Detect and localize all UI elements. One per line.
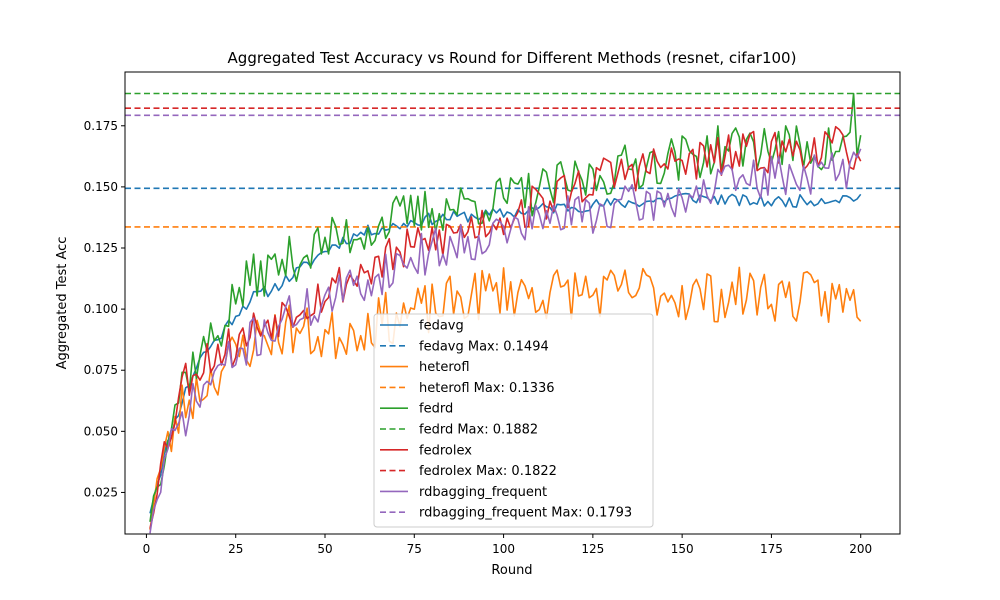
- legend-entry-label: fedrolex Max: 0.1822: [419, 464, 557, 479]
- x-tick-label: 125: [581, 542, 604, 556]
- series-line: [149, 266, 862, 530]
- legend-entry-label: fedrolex: [419, 443, 472, 458]
- y-axis-label: Aggregated Test Acc: [55, 237, 70, 370]
- series-line: [149, 192, 862, 514]
- y-tick-label: 0.050: [84, 424, 118, 438]
- plot-frame: [124, 71, 901, 535]
- x-tick-label: 175: [760, 542, 783, 556]
- legend-entry-label: fedavg: [419, 319, 464, 334]
- legend-entry-label: fedrd: [419, 402, 453, 417]
- x-tick-label: 50: [317, 542, 332, 556]
- x-tick-label: 150: [671, 542, 694, 556]
- y-tick-label: 0.150: [84, 180, 118, 194]
- legend: fedavg fedavg Max: 0.1494 heterofl heterofl…: [373, 313, 654, 528]
- x-tick-label: 200: [849, 542, 872, 556]
- x-tick-label: 25: [228, 542, 243, 556]
- chart-title: Aggregated Test Accuracy vs Round for Di…: [228, 49, 797, 67]
- series-line: [149, 125, 862, 529]
- legend-entry-label: fedavg Max: 0.1494: [419, 339, 549, 354]
- y-tick-label: 0.125: [84, 241, 118, 255]
- y-tick-label: 0.075: [84, 363, 118, 377]
- y-tick-label: 0.100: [84, 302, 118, 316]
- legend-entry-label: heterofl Max: 0.1336: [419, 381, 555, 396]
- legend-entry-label: rdbagging_frequent Max: 0.1793: [419, 506, 632, 521]
- x-tick-label: 100: [492, 542, 515, 556]
- legend-box: [373, 313, 654, 528]
- legend-entry-label: rdbagging_frequent: [419, 485, 547, 500]
- legend-entry-label: heterofl: [419, 360, 470, 375]
- y-tick-label: 0.025: [84, 485, 118, 499]
- x-axis-label: Round: [491, 563, 532, 578]
- x-tick-label: 75: [407, 542, 422, 556]
- y-tick-label: 0.175: [84, 119, 118, 133]
- series-line: [149, 92, 862, 522]
- series-line: [149, 148, 862, 534]
- legend-entry-label: fedrd Max: 0.1882: [419, 423, 538, 438]
- x-tick-label: 0: [143, 542, 151, 556]
